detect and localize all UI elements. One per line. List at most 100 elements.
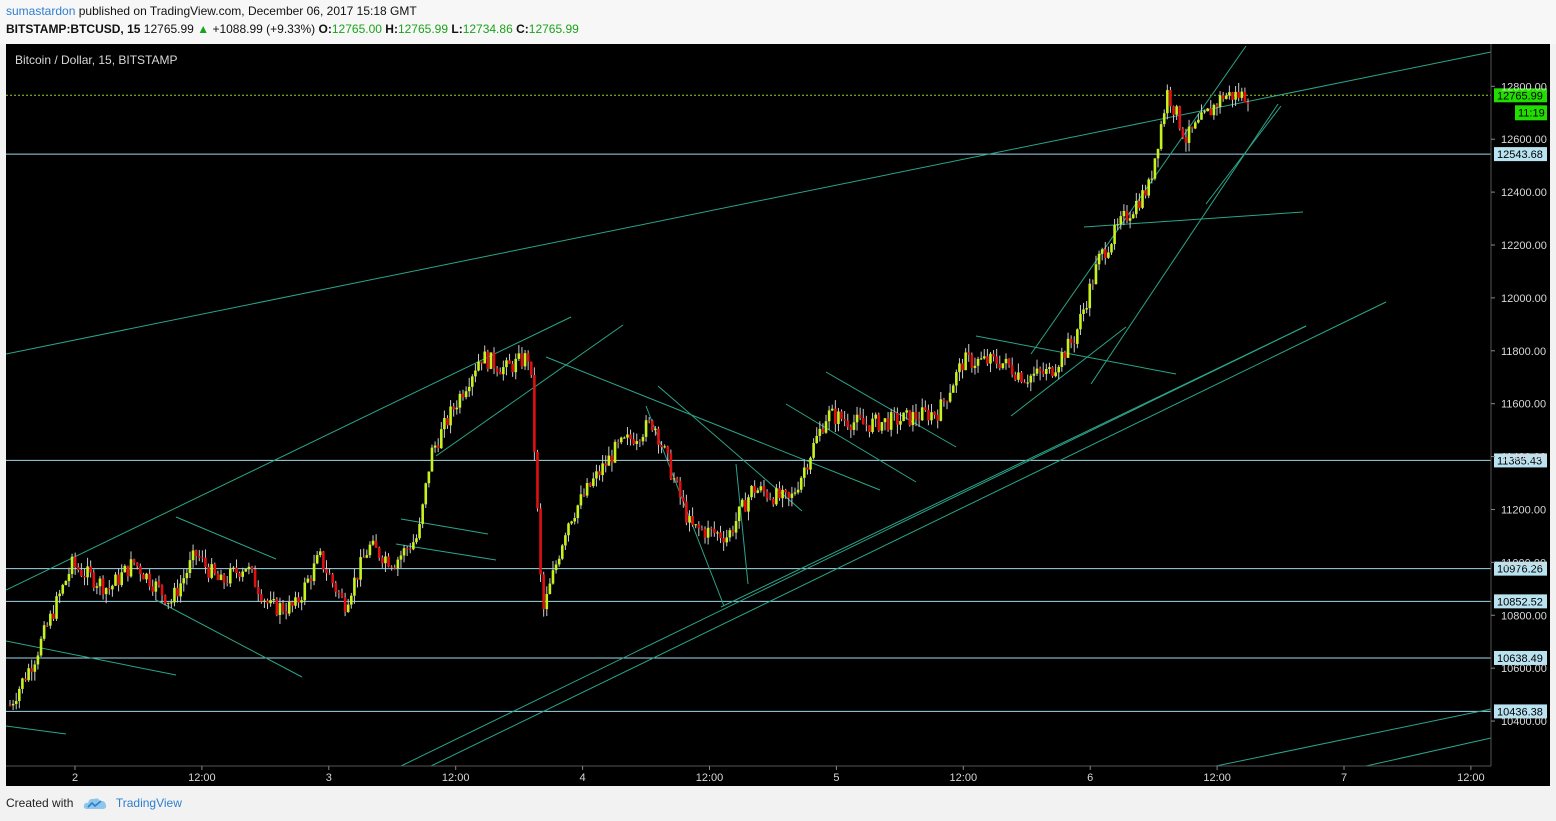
candle-body xyxy=(902,412,905,422)
candle-body xyxy=(132,559,136,563)
candle-body xyxy=(458,393,462,408)
candle-body xyxy=(387,556,390,567)
candle-body xyxy=(542,574,545,610)
candle-body xyxy=(669,453,673,479)
trendline xyxy=(1205,105,1282,205)
candle-body xyxy=(207,566,210,578)
candle-body xyxy=(734,521,738,533)
candle-body xyxy=(1088,283,1092,309)
candle-body xyxy=(647,420,651,422)
candle-body xyxy=(508,360,511,364)
candle-body xyxy=(1228,92,1231,96)
candle-body xyxy=(976,358,980,366)
candle-body xyxy=(1026,382,1030,384)
candle-body xyxy=(709,527,713,529)
price-tick-label: 12200.00 xyxy=(1501,240,1547,252)
candle-body xyxy=(697,524,701,529)
candle-body xyxy=(1051,367,1054,377)
candle-body xyxy=(396,559,400,569)
candle-body xyxy=(663,446,666,448)
candle-body xyxy=(64,581,68,585)
candle-body xyxy=(1156,148,1160,159)
price-tick-label: 11600.00 xyxy=(1501,399,1546,411)
candle-body xyxy=(287,601,291,614)
last-price: 12765.99 xyxy=(143,22,194,36)
candle-body xyxy=(514,358,518,373)
candle-body xyxy=(1125,211,1129,221)
candle-body xyxy=(430,447,434,472)
candle-body xyxy=(235,567,238,574)
candle-body xyxy=(771,498,775,505)
candle-body xyxy=(821,428,825,433)
trendline xyxy=(175,516,277,560)
candle-body xyxy=(681,497,685,502)
candle-body xyxy=(784,489,787,493)
candle-body xyxy=(83,575,86,578)
candle-body xyxy=(880,422,884,431)
candle-body xyxy=(312,563,316,582)
candle-body xyxy=(49,613,52,626)
candle-body xyxy=(1054,372,1057,377)
candle-body xyxy=(291,601,294,606)
candle-body xyxy=(1184,137,1188,143)
candle-body xyxy=(1082,309,1085,314)
price-axis: 10400.00 10600.00 10800.00 11000.00 11200.00… xyxy=(1490,44,1547,766)
candle-body xyxy=(799,477,803,490)
candle-body xyxy=(151,586,155,592)
candle-body xyxy=(858,414,862,418)
candle-body xyxy=(719,532,722,539)
candle-body xyxy=(740,499,744,507)
candle-body xyxy=(42,625,46,639)
trendline xyxy=(400,518,489,535)
candle-body xyxy=(1038,368,1042,372)
candle-body xyxy=(678,480,682,498)
tradingview-link[interactable]: TradingView xyxy=(115,796,182,810)
candle-body xyxy=(384,556,387,564)
candle-body xyxy=(408,548,412,550)
candle-body xyxy=(498,372,502,375)
candle-body xyxy=(322,551,325,570)
price-chart[interactable]: 12543.68 11385.43 10976.26 10852.52 10638.49… xyxy=(6,44,1550,786)
candle-body xyxy=(449,406,452,426)
candle-body xyxy=(973,365,977,368)
time-tick-label: 12:00 xyxy=(1203,772,1231,784)
candle-body xyxy=(809,457,812,470)
candle-body xyxy=(666,446,670,454)
candle-body xyxy=(337,591,341,594)
candle-body xyxy=(433,445,437,448)
candle-body xyxy=(362,557,366,559)
candle-body xyxy=(1153,158,1157,179)
candle-body xyxy=(201,557,204,559)
candle-body xyxy=(958,363,961,373)
candle-body xyxy=(222,574,226,583)
candle-body xyxy=(95,586,99,588)
candle-body xyxy=(1100,249,1104,254)
candle-body xyxy=(474,370,477,377)
candle-body xyxy=(964,352,967,371)
candle-body xyxy=(331,574,334,584)
candle-body xyxy=(716,532,719,534)
candle-body xyxy=(1007,358,1011,366)
author-link[interactable]: sumastardon xyxy=(6,4,76,18)
trendline xyxy=(657,385,803,512)
up-arrow-icon: ▲ xyxy=(197,22,210,36)
candle-body xyxy=(911,412,915,426)
time-tick-label: 12:00 xyxy=(1457,772,1485,784)
candle-body xyxy=(874,414,877,419)
published-text: published on TradingView.com, December 0… xyxy=(78,4,417,18)
candle-body xyxy=(1128,218,1132,221)
candle-body xyxy=(1237,91,1240,98)
candle-body xyxy=(765,491,769,499)
candle-body xyxy=(70,556,74,574)
candle-body xyxy=(1197,119,1200,123)
candle-body xyxy=(216,573,220,580)
candle-body xyxy=(585,483,589,496)
price-tick-label: 10400.00 xyxy=(1501,716,1547,728)
candle-body xyxy=(1243,91,1247,103)
candle-body xyxy=(371,540,375,545)
candle-body xyxy=(36,655,40,665)
candle-body xyxy=(260,594,263,602)
tradingview-cloud-icon xyxy=(83,798,106,809)
candle-body xyxy=(588,483,592,486)
candle-body xyxy=(871,418,874,432)
